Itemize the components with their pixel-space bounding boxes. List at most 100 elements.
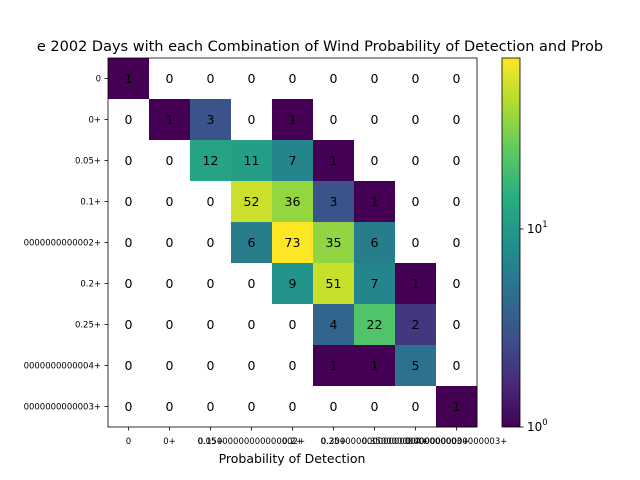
- cell-value-label: 0: [453, 317, 461, 332]
- heatmap-cell: [354, 386, 396, 428]
- cell-value-label: 0: [207, 194, 215, 209]
- cell-value-label: 11: [244, 153, 260, 168]
- heatmap-cell: [354, 181, 396, 223]
- cell-value-label: 0: [289, 71, 297, 86]
- x-tick-label: 0.35000000000000003+: [362, 437, 469, 447]
- colorbar-tick-label: 100: [527, 418, 548, 434]
- heatmap-cell: [190, 181, 232, 223]
- heatmap-cell: [272, 263, 314, 305]
- heatmap-cell: [354, 345, 396, 387]
- cell-value-label: 1: [330, 358, 338, 373]
- cell-value-label: 1: [125, 71, 133, 86]
- heatmap-cell: [395, 386, 437, 428]
- heatmap-cell: [231, 386, 273, 428]
- cell-value-label: 0: [248, 358, 256, 373]
- cell-value-label: 0: [412, 71, 420, 86]
- cell-value-label: 0: [125, 153, 133, 168]
- heatmap-cell: [354, 99, 396, 141]
- cell-value-label: 0: [125, 235, 133, 250]
- cell-value-label: 0: [166, 71, 174, 86]
- x-tick-label: 0.30000000000000004+: [321, 437, 428, 447]
- heatmap-cell: [272, 181, 314, 223]
- heatmap-cell: [395, 222, 437, 264]
- heatmap-cell: [108, 140, 150, 182]
- x-tick-label: 0+: [163, 437, 176, 447]
- y-tick-label: 0+: [88, 116, 101, 126]
- heatmap-cell: [149, 181, 191, 223]
- cell-value-label: 1: [412, 276, 420, 291]
- cell-value-label: 9: [289, 276, 297, 291]
- cell-value-label: 1: [371, 358, 379, 373]
- heatmap-cell: [231, 263, 273, 305]
- cell-value-label: 0: [207, 276, 215, 291]
- heatmap-cell: [272, 345, 314, 387]
- cell-value-label: 36: [285, 194, 301, 209]
- cell-value-label: 0: [125, 112, 133, 127]
- heatmap-cell: [108, 386, 150, 428]
- heatmap-cell: [108, 345, 150, 387]
- heatmap-cell: [395, 181, 437, 223]
- heatmap-cell: [231, 58, 273, 100]
- cell-value-label: 0: [412, 399, 420, 414]
- cell-value-label: 1: [330, 153, 338, 168]
- heatmap-cell: [354, 263, 396, 305]
- cell-value-label: 52: [244, 194, 260, 209]
- heatmap-cell: [436, 263, 478, 305]
- heatmap-cell: [231, 345, 273, 387]
- heatmap-cell: [149, 99, 191, 141]
- cell-value-label: 0: [412, 153, 420, 168]
- heatmap-cell: [149, 263, 191, 305]
- x-tick-label: 0.15000000000000002+: [198, 437, 305, 447]
- x-tick-label: 0.2+: [282, 437, 303, 447]
- cell-value-label: 1: [371, 194, 379, 209]
- heatmap-cell: [395, 99, 437, 141]
- heatmap-cell: [395, 345, 437, 387]
- heatmap-cell: [354, 140, 396, 182]
- cell-value-label: 0: [412, 194, 420, 209]
- heatmap-cell: [149, 304, 191, 346]
- heatmap-cell: [149, 222, 191, 264]
- heatmap-cell: [149, 345, 191, 387]
- cell-value-label: 6: [248, 235, 256, 250]
- heatmap-cell: [313, 58, 355, 100]
- cell-value-label: 0: [412, 112, 420, 127]
- y-tick-label: 0.25+: [75, 321, 101, 331]
- heatmap-cell: [436, 181, 478, 223]
- cell-value-label: 0: [248, 276, 256, 291]
- heatmap-cell: [354, 304, 396, 346]
- cell-value-label: 0: [453, 112, 461, 127]
- cell-value-label: 0: [207, 399, 215, 414]
- heatmap-cell: [436, 345, 478, 387]
- cell-value-label: 0: [453, 194, 461, 209]
- cell-value-label: 51: [326, 276, 342, 291]
- heatmap-cell: [108, 99, 150, 141]
- heatmap-cell: [313, 181, 355, 223]
- cell-value-label: 3: [207, 112, 215, 127]
- heatmap-cell: [272, 386, 314, 428]
- cell-value-label: 0: [125, 276, 133, 291]
- heatmap-cell: [108, 222, 150, 264]
- cell-value-label: 0: [207, 235, 215, 250]
- cell-value-label: 3: [330, 194, 338, 209]
- cell-value-label: 0: [453, 276, 461, 291]
- heatmap-cell: [149, 140, 191, 182]
- cell-value-label: 0: [166, 358, 174, 373]
- colorbar-gradient: [502, 58, 520, 427]
- cell-value-label: 0: [289, 399, 297, 414]
- heatmap-cell: [395, 304, 437, 346]
- heatmap-cell: [190, 58, 232, 100]
- cell-value-label: 1: [289, 112, 297, 127]
- heatmap-cells: [108, 58, 478, 428]
- x-tick-label: 0: [126, 437, 131, 447]
- cell-value-label: 0: [289, 358, 297, 373]
- y-tick-label: 0.1+: [80, 198, 101, 208]
- cell-value-label: 1: [166, 112, 174, 127]
- heatmap-cell: [354, 58, 396, 100]
- heatmap-cell: [149, 58, 191, 100]
- cell-value-label: 0: [453, 235, 461, 250]
- cell-value-label: 0: [412, 235, 420, 250]
- cell-value-label: 0: [125, 194, 133, 209]
- heatmap-cell: [313, 345, 355, 387]
- cell-value-label: 12: [203, 153, 219, 168]
